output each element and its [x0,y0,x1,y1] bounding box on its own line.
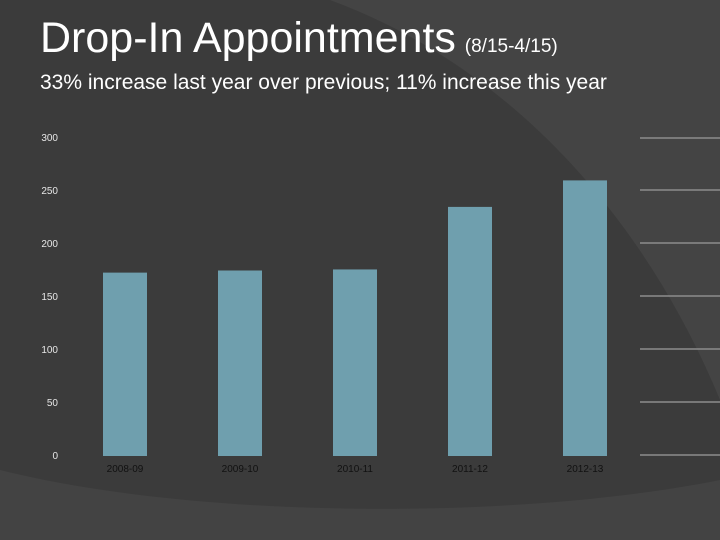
x-tick-label: 2012-13 [567,464,604,475]
slide-title-main: Drop-In Appointments [40,14,456,62]
x-tick-label: 2008-09 [107,464,144,475]
y-tick-label: 250 [41,186,58,197]
bar-2012-13 [563,180,607,456]
y-tick-label: 100 [41,345,58,356]
bar-2008-09 [103,272,147,456]
y-tick-label: 200 [41,239,58,250]
y-tick-label: 0 [52,451,58,462]
y-axis-ticks: 0 50 100 150 200 250 300 [41,133,58,462]
slide-subtitle: 33% increase last year over previous; 11… [40,71,607,94]
x-tick-label: 2010-11 [337,464,373,475]
slide-title-date-range: (8/15-4/15) [464,36,558,57]
y-tick-label: 50 [47,398,59,409]
bars [103,180,607,456]
x-axis-labels: 2008-09 2009-10 2010-11 2011-12 2012-13 [107,464,604,475]
bar-2011-12 [448,206,492,456]
y-tick-label: 150 [41,292,58,303]
bar-2009-10 [218,270,262,456]
x-tick-label: 2011-12 [452,464,488,475]
bar-2010-11 [333,269,377,456]
slide-title: Drop-In Appointments (8/15-4/15) [40,14,558,63]
y-tick-label: 300 [41,133,58,144]
x-tick-label: 2009-10 [222,464,259,475]
